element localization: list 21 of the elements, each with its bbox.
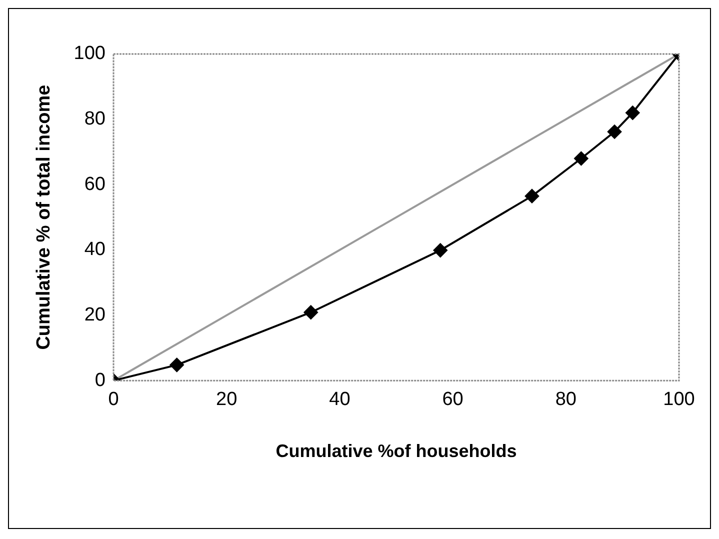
y-tick-label: 100 [74, 43, 106, 64]
point [524, 189, 539, 204]
y-tick-label: 20 [84, 304, 106, 326]
point [626, 106, 640, 120]
y-tick-label: 60 [84, 174, 106, 195]
x-tick-label: 0 [108, 389, 119, 410]
x-tick-label: 80 [555, 389, 576, 410]
x-tick-label: 40 [329, 389, 350, 410]
point [608, 124, 622, 139]
y-axis-title: Cumulative % of total income [34, 84, 55, 350]
y-tick-label: 40 [84, 239, 106, 260]
x-tick-label: 20 [216, 389, 238, 410]
x-axis-title: Cumulative %of households [276, 441, 517, 462]
x-tick-label: 100 [663, 389, 695, 410]
point [170, 358, 184, 372]
point [574, 152, 588, 166]
y-tick-label: 0 [94, 370, 106, 391]
y-tick-label: 80 [84, 108, 106, 130]
point [304, 305, 318, 320]
point [433, 243, 448, 258]
x-tick-label: 60 [442, 389, 464, 410]
